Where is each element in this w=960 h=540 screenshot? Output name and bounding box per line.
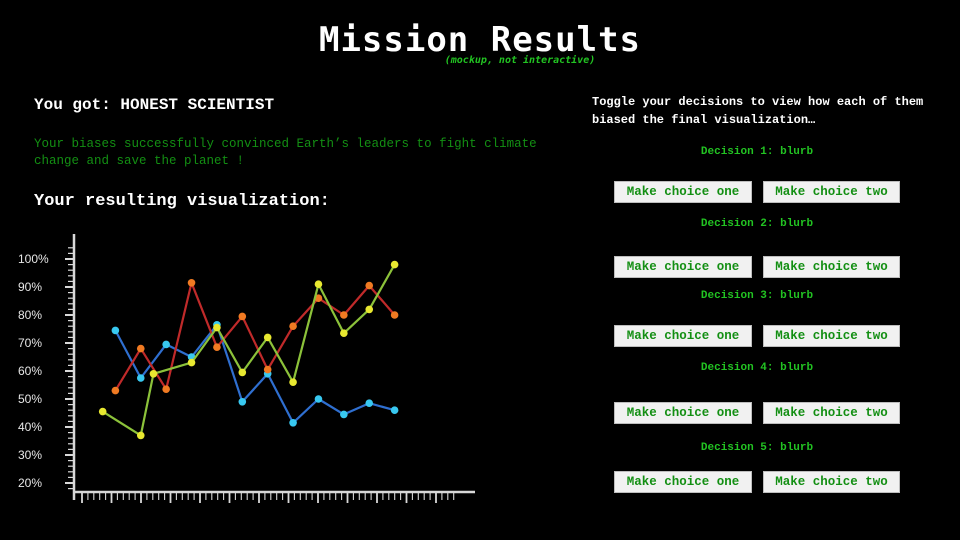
series-2-point (314, 294, 323, 302)
y-tick-label: 20% (18, 476, 42, 490)
decision-4-label: Decision 4: blurb (700, 362, 814, 374)
series-3-point (238, 368, 247, 377)
series-3-point (314, 280, 323, 288)
series-2-point (162, 385, 170, 393)
decision-5-choice-one-button[interactable]: Make choice one (614, 471, 752, 493)
y-tick-label: 50% (18, 392, 42, 406)
y-tick-label: 90% (18, 280, 42, 294)
decision-4-choice-two-button[interactable]: Make choice two (763, 402, 900, 424)
decision-3-choice-two-button[interactable]: Make choice two (763, 325, 900, 347)
chart-axes: 100% 90% 80% 70% 60% 50% 40% 30% 20% (18, 234, 475, 503)
series-2-point (187, 279, 196, 287)
series-3-point (289, 378, 297, 386)
result-line-chart: 100% 90% 80% 70% 60% 50% 40% 30% 20% (18, 234, 475, 503)
decision-1-label: Decision 1: blurb (700, 146, 814, 158)
y-tick-label: 40% (18, 420, 42, 434)
series-1-point (111, 326, 120, 335)
series-1-point (136, 374, 145, 382)
visualization-heading: Your resulting visualization: (34, 192, 330, 211)
decision-2-label: Decision 2: blurb (700, 218, 814, 230)
chart-series (98, 260, 399, 440)
page-title: Mission Results (318, 20, 642, 60)
series-2-point (111, 386, 120, 395)
series-3-point (98, 407, 107, 416)
series-2-point (238, 312, 247, 321)
series-2-line (114, 281, 396, 392)
series-1-point (162, 340, 170, 349)
series-1-point (314, 395, 323, 403)
toggle-instructions: Toggle your decisions to view how each o… (592, 95, 924, 127)
y-tick-label: 30% (18, 448, 42, 462)
series-2-point (340, 311, 348, 319)
series-1-point (289, 419, 297, 427)
decision-2-choice-two-button[interactable]: Make choice two (763, 256, 900, 278)
y-tick-label: 100% (18, 252, 49, 266)
y-tick-label: 60% (18, 364, 42, 378)
series-2-point (390, 311, 399, 319)
result-heading: You got: HONEST SCIENTIST (34, 96, 275, 114)
series-2-point (289, 322, 297, 330)
decision-1-choice-two-button[interactable]: Make choice two (763, 181, 900, 203)
y-tick-label: 80% (18, 308, 42, 322)
series-2-point (136, 344, 145, 353)
series-1-point (365, 399, 374, 407)
series-1-point (238, 398, 247, 406)
series-2-point (213, 343, 221, 351)
decision-5-label: Decision 5: blurb (700, 442, 814, 454)
series-3-point (263, 333, 272, 342)
series-1-point (390, 406, 399, 414)
y-tick-label: 70% (18, 336, 42, 350)
page-subtitle: (mockup, not interactive) (444, 55, 596, 66)
series-3-line (102, 264, 396, 437)
decision-3-label: Decision 3: blurb (700, 290, 814, 302)
series-1-line (114, 323, 395, 424)
series-2-point (263, 365, 272, 374)
series-2-point (365, 281, 374, 290)
decision-5-choice-two-button[interactable]: Make choice two (763, 471, 900, 493)
series-3-point (340, 329, 348, 337)
series-1-point (340, 410, 348, 419)
series-3-point (149, 370, 158, 378)
series-3-point (365, 305, 374, 314)
decision-1-choice-one-button[interactable]: Make choice one (614, 181, 752, 203)
decision-3-choice-one-button[interactable]: Make choice one (614, 325, 752, 347)
series-3-point (187, 358, 196, 367)
decision-4-choice-one-button[interactable]: Make choice one (614, 402, 752, 424)
series-3-point (390, 260, 399, 269)
series-3-point (136, 431, 145, 440)
decision-2-choice-one-button[interactable]: Make choice one (614, 256, 752, 278)
result-description: Your biases successfully convinced Earth… (34, 137, 537, 168)
series-3-point (213, 323, 221, 332)
